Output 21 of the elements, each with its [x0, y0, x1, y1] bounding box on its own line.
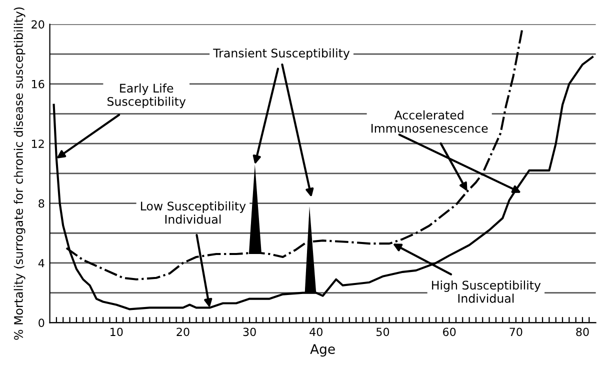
x-tick-label: 60 [443, 328, 456, 336]
x-tick-label: 70 [510, 328, 522, 336]
annotation: Accelerated Immunosenescence [372, 110, 488, 133]
annotation: Transient Susceptibility [213, 48, 350, 60]
annotation: High Susceptibility Individual [432, 280, 541, 303]
x-tick-label: 30 [243, 328, 256, 336]
annotation: Early Life Susceptibility [108, 84, 186, 108]
y-tick-label: 4 [38, 259, 44, 268]
x-tick-label: 80 [576, 328, 589, 336]
x-tick-label: 40 [310, 328, 322, 336]
y-tick-label: 8 [38, 199, 44, 208]
x-tick-label: 20 [176, 328, 190, 336]
annotation: Low Susceptibility Individual [141, 201, 246, 224]
x-tick-label: 10 [110, 328, 123, 336]
y-tick-label: 0 [38, 318, 44, 328]
y-tick-label: 20 [32, 20, 44, 29]
x-axis-title: Age [310, 344, 335, 357]
y-tick-label: 16 [32, 80, 44, 88]
x-tick-label: 50 [376, 328, 390, 336]
y-axis-title: % Mortality (surrogate for chronic disease susceptibility) [14, 7, 26, 340]
y-tick-label: 12 [32, 140, 44, 148]
